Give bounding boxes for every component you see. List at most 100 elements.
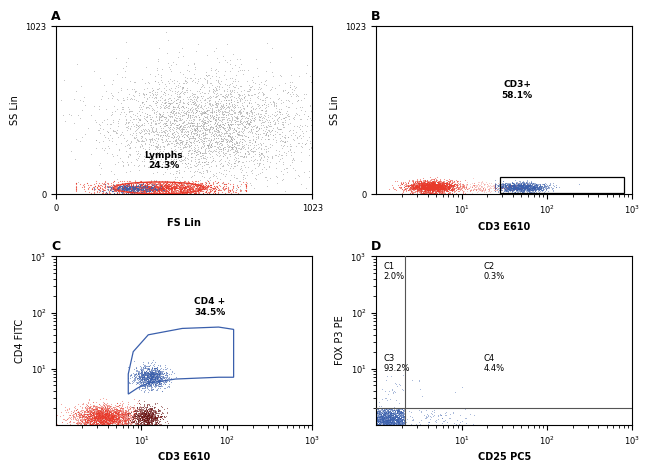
Point bbox=[427, 187, 437, 194]
Point bbox=[441, 182, 452, 189]
Point bbox=[432, 178, 443, 186]
Point bbox=[375, 415, 385, 422]
Point bbox=[109, 416, 119, 424]
Point bbox=[207, 101, 218, 109]
Point bbox=[400, 414, 411, 421]
Point bbox=[137, 180, 148, 187]
Point bbox=[73, 410, 84, 418]
Point bbox=[163, 139, 174, 147]
Point bbox=[151, 414, 161, 421]
Point bbox=[213, 130, 224, 138]
Point bbox=[102, 186, 112, 194]
Point bbox=[151, 367, 161, 374]
Point bbox=[273, 117, 283, 125]
Point bbox=[99, 414, 110, 421]
Point bbox=[99, 411, 110, 418]
Point bbox=[448, 183, 459, 191]
Point bbox=[200, 126, 211, 134]
Point bbox=[155, 380, 166, 388]
Point bbox=[397, 408, 408, 415]
Point bbox=[392, 407, 402, 415]
Point bbox=[159, 179, 169, 186]
Point bbox=[400, 417, 411, 424]
Point bbox=[136, 372, 146, 380]
Point bbox=[474, 181, 484, 189]
Point bbox=[156, 182, 166, 190]
Point bbox=[528, 185, 539, 193]
Point bbox=[129, 409, 140, 416]
Point bbox=[299, 94, 309, 102]
Point bbox=[136, 413, 146, 421]
Point bbox=[232, 141, 242, 149]
Point bbox=[112, 96, 123, 104]
Point bbox=[400, 412, 411, 420]
Point bbox=[414, 180, 424, 187]
Point bbox=[157, 185, 167, 192]
Point bbox=[147, 404, 157, 412]
Point bbox=[238, 175, 248, 183]
Point bbox=[155, 185, 166, 193]
Point bbox=[148, 117, 158, 124]
Point bbox=[208, 114, 218, 122]
Point bbox=[394, 421, 404, 429]
Point bbox=[443, 181, 454, 189]
Point bbox=[236, 127, 246, 135]
Point bbox=[180, 185, 190, 192]
Point bbox=[140, 91, 151, 98]
Point bbox=[497, 180, 508, 188]
Point bbox=[177, 106, 187, 113]
Point bbox=[136, 416, 147, 424]
Point bbox=[153, 182, 163, 189]
Point bbox=[135, 187, 146, 194]
Point bbox=[192, 98, 202, 105]
Point bbox=[154, 369, 164, 377]
Point bbox=[125, 419, 136, 426]
Point bbox=[108, 76, 118, 84]
Point bbox=[111, 408, 122, 416]
Point bbox=[161, 184, 172, 192]
Point bbox=[135, 380, 146, 388]
Point bbox=[400, 408, 411, 415]
Point bbox=[148, 376, 159, 384]
Point bbox=[105, 408, 116, 415]
Point bbox=[151, 376, 162, 384]
Point bbox=[434, 185, 445, 193]
Point bbox=[129, 185, 139, 192]
Point bbox=[416, 182, 426, 189]
Point bbox=[168, 103, 179, 111]
Point bbox=[385, 414, 395, 421]
Point bbox=[123, 153, 133, 161]
Point bbox=[154, 112, 164, 119]
Point bbox=[192, 136, 203, 144]
Point bbox=[122, 416, 132, 423]
Point bbox=[248, 122, 259, 129]
Point bbox=[133, 125, 144, 132]
Point bbox=[99, 416, 109, 423]
Point bbox=[144, 111, 155, 118]
Point bbox=[382, 421, 392, 429]
Point bbox=[112, 175, 123, 182]
Point bbox=[179, 185, 189, 192]
Point bbox=[536, 184, 547, 192]
Point bbox=[122, 407, 132, 414]
Point bbox=[393, 421, 404, 429]
Point bbox=[164, 183, 174, 190]
Point bbox=[131, 96, 141, 104]
Point bbox=[64, 421, 75, 429]
Point bbox=[146, 115, 156, 123]
Point bbox=[509, 184, 519, 192]
Point bbox=[518, 182, 528, 189]
Point bbox=[150, 409, 160, 416]
Point bbox=[142, 118, 153, 125]
Point bbox=[161, 187, 172, 194]
Point bbox=[99, 416, 110, 423]
Point bbox=[140, 182, 150, 190]
Point bbox=[108, 419, 118, 426]
Point bbox=[103, 413, 114, 421]
Point bbox=[377, 409, 387, 417]
Point bbox=[208, 154, 218, 161]
Point bbox=[129, 417, 139, 424]
Point bbox=[56, 409, 66, 416]
Point bbox=[530, 186, 540, 194]
Point bbox=[372, 418, 382, 425]
